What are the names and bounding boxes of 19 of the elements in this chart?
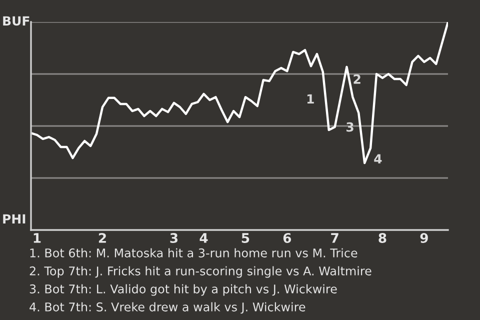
- x-tick-label: 1: [34, 233, 41, 243]
- annotation: 3: [346, 122, 354, 132]
- text: PHI: [3, 214, 26, 224]
- text: 2. Top 7th: J. Fricks hit a run-scoring single vs A. Waltmire: [30, 266, 372, 278]
- x-tick-label: 2: [98, 233, 106, 243]
- text: 3. Bot 7th: L. Valido got hit by a pitch vs J. Wickwire: [30, 284, 337, 296]
- x-tick-label: 7: [331, 233, 338, 243]
- text: BUF: [3, 16, 30, 26]
- x-tick-label: 8: [378, 233, 386, 243]
- annotation: 1: [307, 94, 314, 104]
- annotation: 4: [374, 154, 382, 164]
- x-tick-label: 6: [283, 233, 292, 243]
- annotation: 2: [354, 74, 360, 84]
- x-tick-label: 5: [242, 233, 250, 243]
- text: 1. Bot 6th: M. Matoska hit a 3-run home run vs M. Trice: [30, 248, 358, 258]
- text: 4. Bot 7th: S. Vreke drew a walk vs J. Wickwire: [30, 302, 306, 314]
- x-tick-label: 4: [200, 233, 208, 243]
- x-tick-label: 3: [170, 233, 178, 243]
- x-tick-label: 9: [420, 233, 428, 243]
